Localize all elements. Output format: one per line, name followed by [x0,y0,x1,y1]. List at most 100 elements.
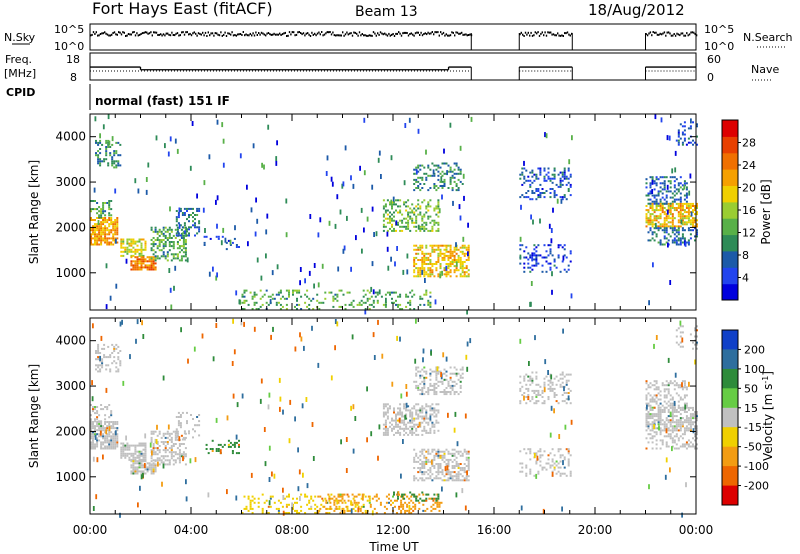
echo-cell [343,493,346,496]
echo-cell [403,203,406,206]
echo-cell [455,259,458,261]
echo-cell [174,461,177,464]
echo-cell [400,501,403,504]
echo-cell [431,271,434,274]
echo-cell [671,176,674,179]
echo-cell [243,299,246,302]
echo-cell [154,466,157,469]
echo-cell [112,443,115,446]
echo-cell [267,505,270,508]
echo-cell [565,392,568,394]
echo-cell [689,223,692,226]
echo-cell [216,272,218,278]
echo-cell [126,242,129,245]
echo-cell [198,420,201,423]
echo-cell [90,239,92,242]
echo-cell [675,192,678,195]
echo-cell [180,249,183,252]
echo-cell [435,370,438,373]
echo-cell [553,167,556,170]
echo-cell [689,415,692,418]
echo-cell [156,255,159,258]
nsky-label: N.Sky [4,31,36,44]
echo-cell [166,436,169,439]
echo-cell [537,394,540,396]
echo-cell [148,258,151,261]
echo-cell [406,503,409,506]
echo-cell [665,196,668,199]
echo-cell [435,454,438,457]
echo-cell [687,217,690,220]
echo-cell [451,479,454,482]
echo-cell [397,199,399,202]
echo-cell [154,447,157,450]
echo-cell [308,501,311,504]
echo-cell [134,444,137,447]
echo-cell [150,247,153,250]
echo-cell [665,380,668,383]
nsky-sample [255,31,257,34]
echo-cell [285,503,288,506]
echo-cell [657,192,660,195]
echo-cell [130,238,133,241]
nsky-sample [98,34,100,37]
echo-cell [673,435,676,438]
echo-cell [529,452,532,455]
echo-cell [192,436,194,439]
echo-cell [681,380,684,383]
echo-cell [243,495,246,498]
echo-cell [425,221,428,224]
echo-cell [403,405,406,408]
echo-cell [99,133,101,139]
echo-cell [427,423,430,426]
echo-cell [108,243,111,246]
echo-cell [176,457,179,460]
echo-cell [344,303,347,306]
nsky-sample [381,32,383,35]
echo-cell [555,383,558,386]
echo-cell [156,443,159,445]
echo-cell [136,450,139,453]
echo-cell [467,259,470,261]
echo-cell [425,405,428,408]
echo-cell [551,464,554,467]
echo-cell [102,437,105,440]
echo-cell [692,221,694,224]
echo-cell [241,293,244,296]
echo-cell [453,172,456,175]
echo-cell [334,293,337,296]
echo-cell [537,196,540,199]
echo-cell [453,265,456,268]
echo-cell [94,420,96,423]
echo-cell [184,226,187,229]
nsky-sample [395,32,397,35]
echo-cell [174,265,177,271]
echo-cell [132,254,135,257]
echo-cell [651,447,654,450]
echo-cell [366,499,369,502]
echo-cell [447,250,450,253]
echo-cell [198,226,201,229]
echo-cell [245,299,248,302]
echo-cell [382,213,385,216]
nsky-sample [693,31,695,34]
echo-cell [665,219,668,222]
echo-cell [116,223,119,226]
echo-cell [645,182,648,185]
echo-cell [651,400,654,403]
echo-cell [150,472,153,475]
echo-cell [679,239,682,242]
echo-cell [394,261,396,267]
echo-cell [166,230,169,233]
echo-cell [654,222,657,228]
echo-cell [419,295,422,298]
echo-cell [281,505,284,508]
echo-cell [415,209,418,212]
echo-cell [181,438,184,441]
echo-cell [661,439,664,442]
echo-cell [108,204,111,207]
echo-cell [222,162,225,168]
echo-cell [443,450,446,453]
echo-cell [115,150,118,153]
echo-cell [136,248,139,251]
